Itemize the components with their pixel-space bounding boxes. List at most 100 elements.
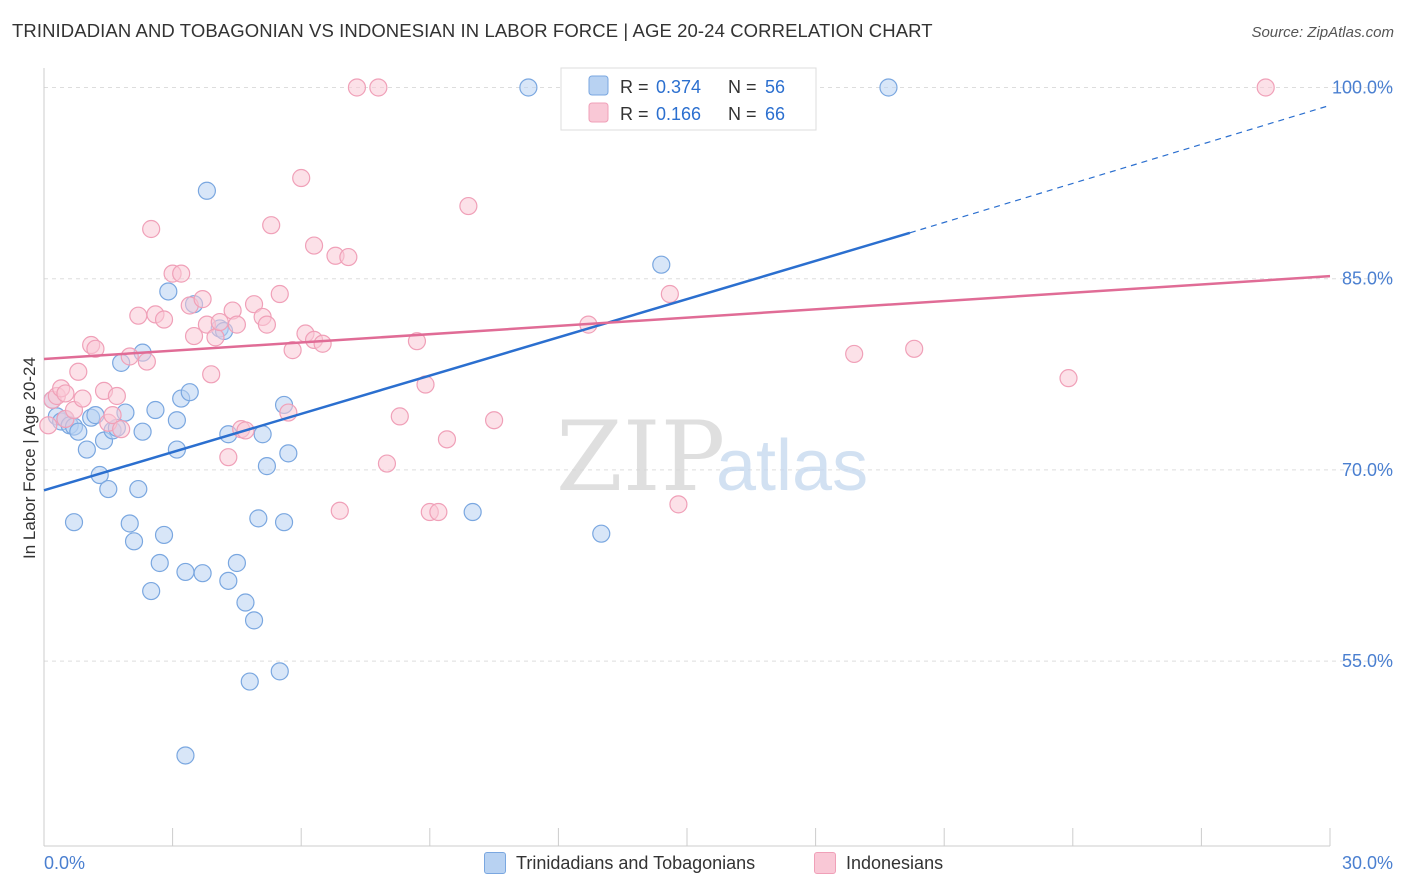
legend-item-trinidadian: Trinidadians and Tobagonians: [484, 852, 755, 874]
stats-n-value-indonesian: 66: [765, 104, 785, 124]
stats-n-value-trinidadian: 56: [765, 77, 785, 97]
stats-r-value-trinidadian: 0.374: [656, 77, 701, 97]
point-trinidadian: [279, 444, 298, 463]
legend-swatch-trinidadian: [484, 852, 506, 874]
point-trinidadian: [240, 672, 259, 691]
point-indonesian: [172, 264, 191, 283]
trend-line-trinidadian: [43, 231, 911, 492]
point-indonesian: [120, 347, 139, 366]
point-indonesian: [390, 407, 409, 426]
point-indonesian: [313, 334, 332, 353]
trend-line-indonesian: [43, 274, 1331, 361]
point-trinidadian: [77, 440, 96, 459]
point-trinidadian: [176, 746, 195, 765]
point-trinidadian: [69, 422, 88, 441]
y-axis-label: In Labor Force | Age 20-24: [20, 357, 39, 559]
watermark: ZIP atlas: [556, 401, 868, 513]
point-indonesian: [69, 362, 88, 381]
point-trinidadian: [270, 662, 289, 681]
chart-title: TRINIDADIAN AND TOBAGONIAN VS INDONESIAN…: [12, 20, 933, 41]
y-tick-label: 70.0%: [1342, 460, 1393, 480]
point-indonesian: [1256, 78, 1275, 97]
point-indonesian: [1059, 369, 1078, 388]
point-indonesian: [227, 315, 246, 334]
legend-label-indonesian: Indonesians: [846, 852, 944, 873]
point-indonesian: [429, 502, 448, 522]
point-indonesian: [283, 341, 302, 360]
point-indonesian: [129, 306, 148, 325]
point-trinidadian: [652, 255, 671, 274]
point-trinidadian: [879, 78, 898, 97]
point-indonesian: [244, 295, 264, 314]
point-trinidadian: [193, 564, 212, 583]
point-trinidadian: [133, 422, 152, 441]
point-trinidadian: [176, 562, 195, 582]
point-indonesian: [660, 284, 679, 304]
point-indonesian: [304, 236, 324, 255]
point-indonesian: [262, 216, 281, 235]
point-trinidadian: [197, 181, 216, 200]
point-trinidadian: [150, 553, 169, 573]
stats-n-label-2: N =: [728, 104, 757, 124]
stats-r-label-1: R =: [620, 77, 649, 97]
point-indonesian: [669, 495, 688, 514]
point-trinidadian: [463, 502, 482, 522]
point-indonesian: [193, 290, 212, 309]
point-indonesian: [270, 284, 289, 304]
stats-r-label-2: R =: [620, 104, 649, 124]
y-tick-label: 100.0%: [1332, 77, 1393, 97]
point-indonesian: [292, 168, 311, 188]
point-indonesian: [86, 339, 105, 358]
point-trinidadian: [159, 282, 178, 301]
point-indonesian: [339, 247, 358, 267]
point-indonesian: [142, 219, 161, 239]
point-trinidadian: [64, 513, 84, 532]
stats-swatch-trinidadian: [588, 75, 609, 96]
tick-labels: 100.0% 85.0% 70.0% 55.0% 0.0% 30.0%: [44, 77, 1393, 873]
point-trinidadian: [146, 400, 165, 420]
point-indonesian: [206, 328, 225, 347]
point-indonesian: [377, 454, 397, 473]
point-indonesian: [437, 430, 457, 449]
point-trinidadian: [180, 383, 199, 402]
point-indonesian: [845, 344, 864, 364]
point-trinidadian: [167, 411, 186, 430]
stats-n-label-1: N =: [728, 77, 757, 97]
point-indonesian: [485, 411, 504, 430]
stats-swatch-indonesian: [588, 102, 609, 123]
point-trinidadian: [99, 479, 118, 499]
trend-line-trinidadian-extension: [909, 104, 1331, 234]
points-layer: [39, 78, 1275, 765]
trend-layer: [43, 104, 1331, 492]
point-trinidadian: [257, 457, 277, 476]
point-indonesian: [459, 196, 478, 216]
point-trinidadian: [592, 524, 611, 543]
point-indonesian: [103, 406, 122, 425]
x-tick-label: 0.0%: [44, 853, 85, 873]
legend-item-indonesian: Indonesians: [814, 852, 943, 874]
legend-label-trinidadian: Trinidadians and Tobagonians: [516, 852, 756, 873]
point-trinidadian: [142, 581, 161, 601]
watermark-zip: ZIP: [556, 401, 725, 513]
point-indonesian: [39, 416, 58, 435]
point-trinidadian: [236, 593, 255, 612]
point-indonesian: [905, 339, 924, 358]
point-trinidadian: [154, 525, 174, 545]
point-trinidadian: [120, 514, 139, 533]
point-indonesian: [154, 310, 174, 329]
x-tick-label: 30.0%: [1342, 853, 1393, 873]
point-indonesian: [184, 326, 204, 346]
point-trinidadian: [219, 571, 238, 590]
point-indonesian: [407, 332, 427, 351]
point-indonesian: [107, 386, 126, 406]
point-indonesian: [56, 384, 75, 403]
axes-layer: [43, 68, 1331, 847]
point-trinidadian: [274, 513, 294, 532]
point-indonesian: [257, 315, 277, 334]
y-tick-label: 55.0%: [1342, 651, 1393, 671]
stats-r-value-indonesian: 0.166: [656, 104, 701, 124]
point-trinidadian: [519, 78, 538, 97]
point-trinidadian: [124, 532, 144, 551]
point-trinidadian: [249, 509, 268, 528]
